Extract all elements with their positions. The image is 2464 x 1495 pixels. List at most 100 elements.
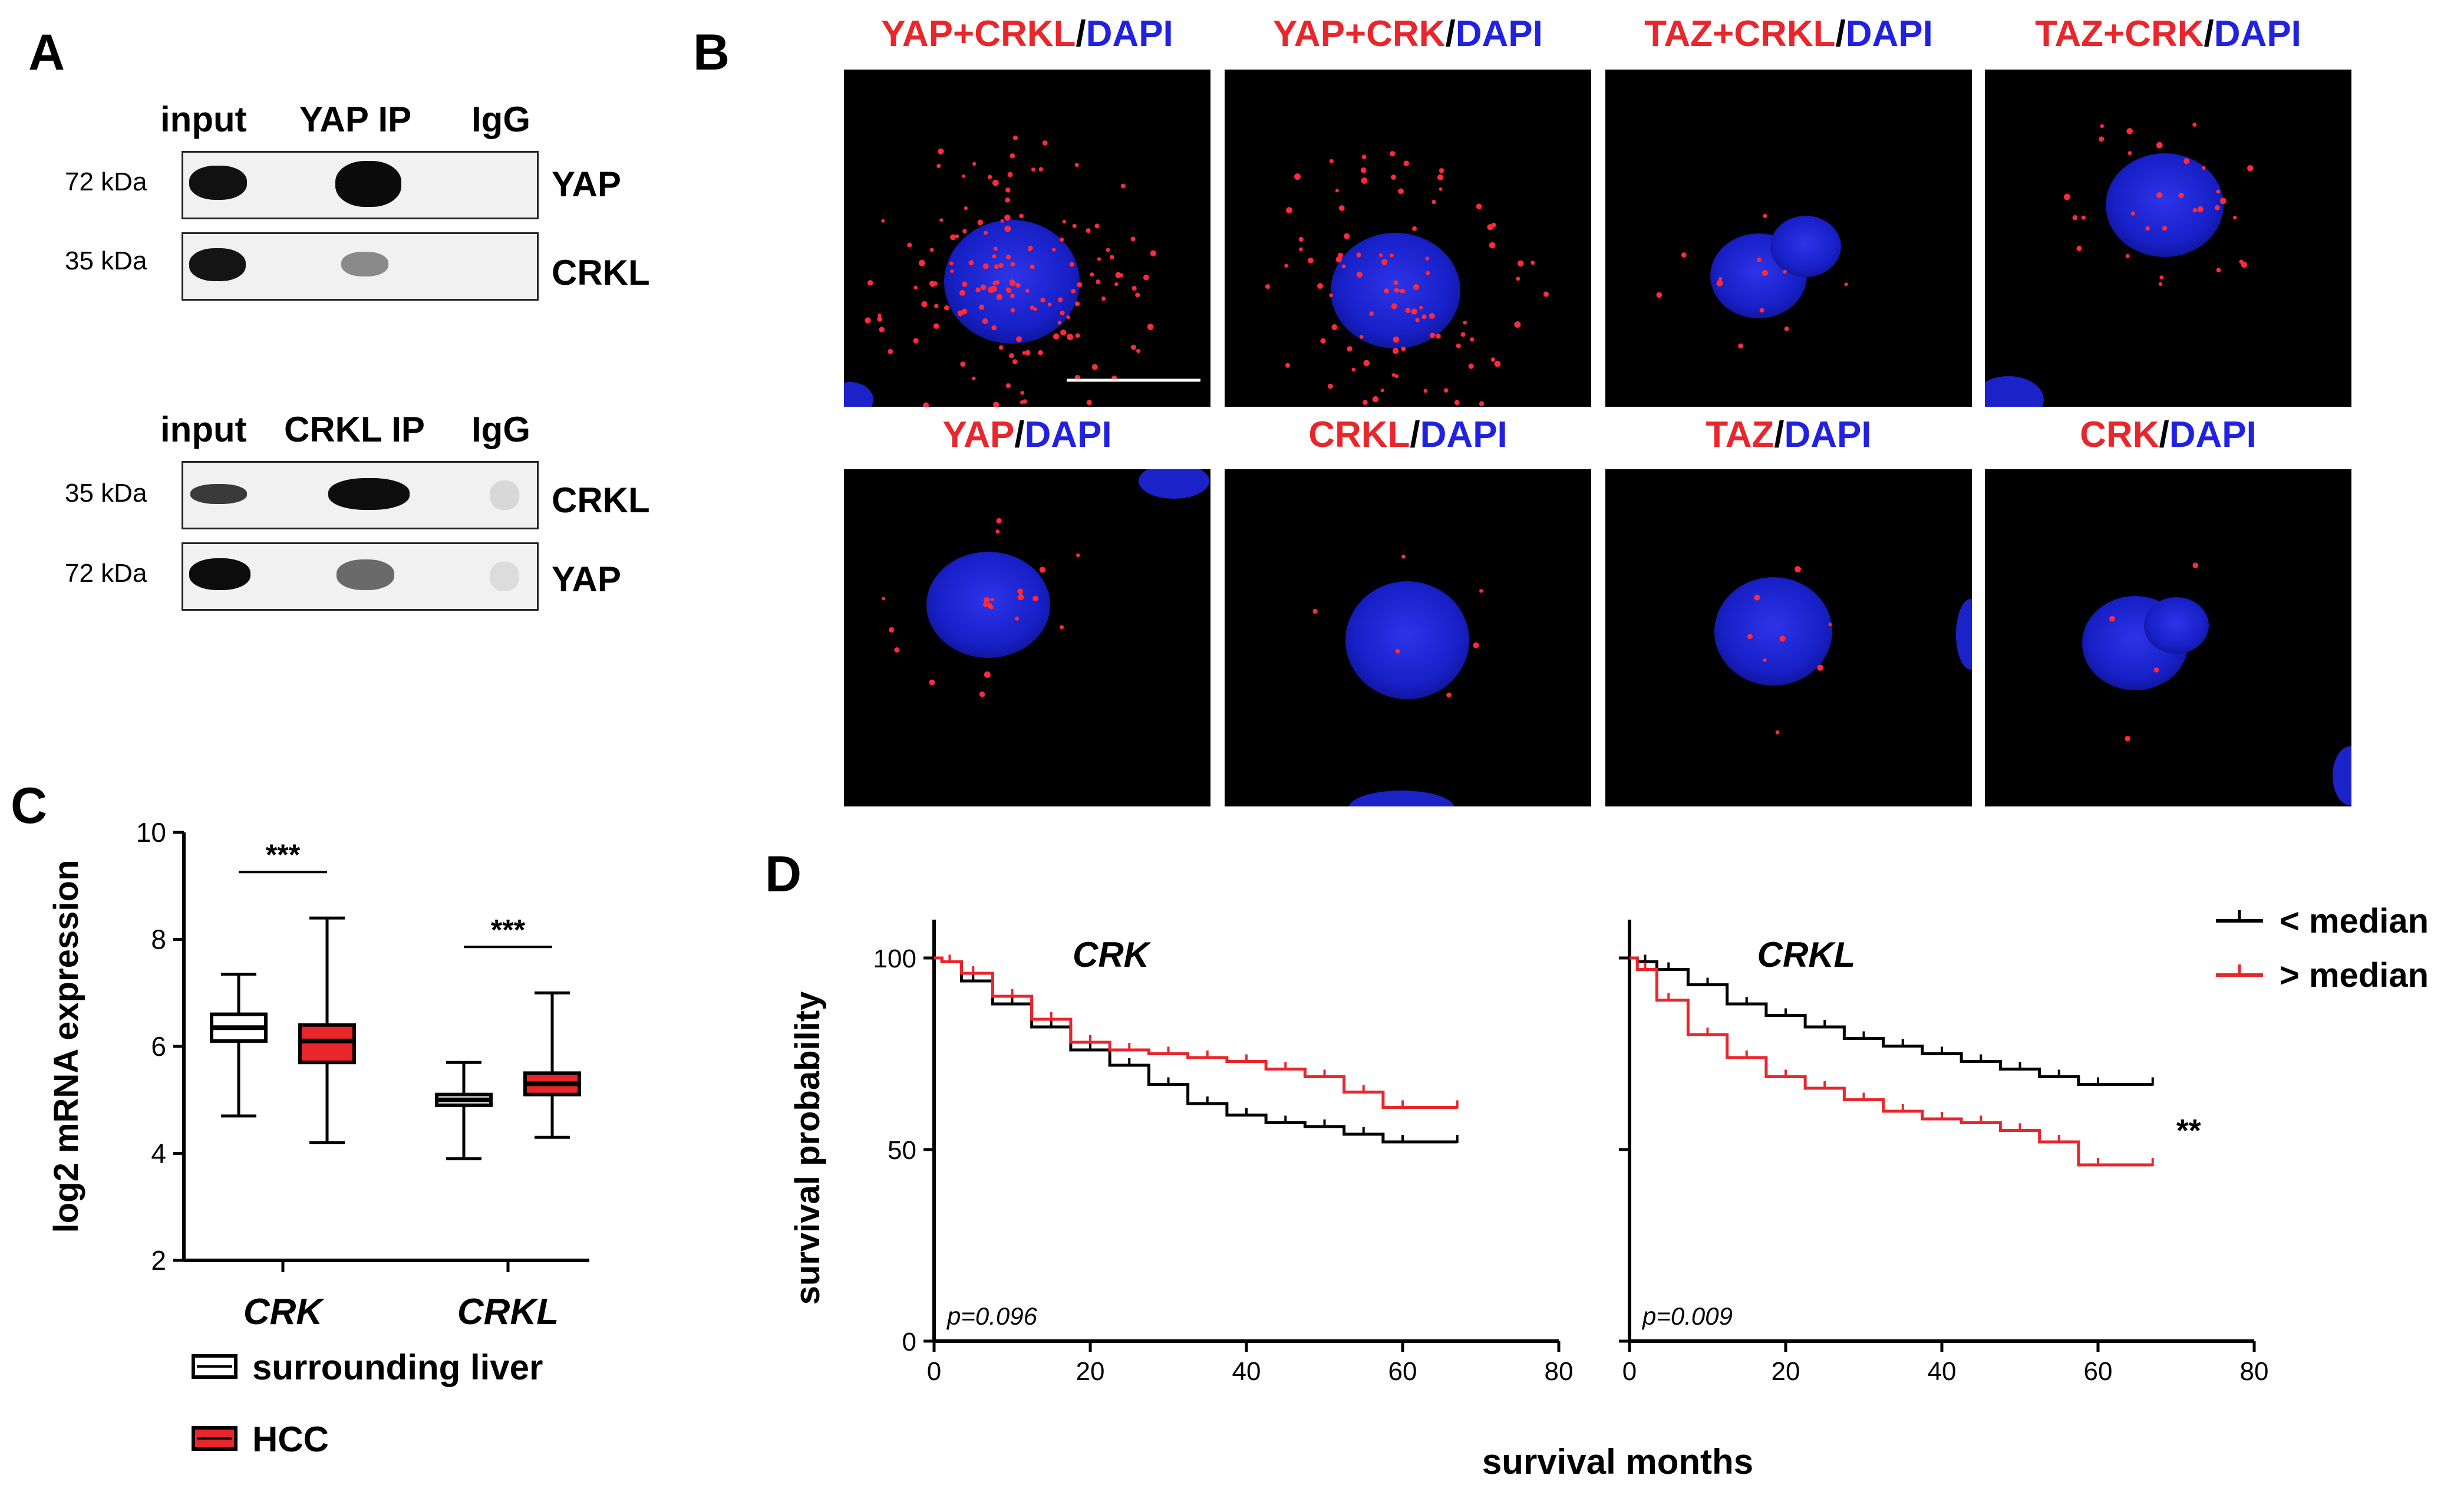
signal-dot — [1005, 287, 1010, 291]
signal-dot — [1077, 282, 1083, 288]
signal-dot — [2130, 211, 2135, 216]
signal-dot — [1074, 163, 1079, 167]
signal-dot — [1335, 256, 1342, 263]
signal-dot — [962, 281, 968, 287]
signal-dot — [1101, 296, 1106, 301]
signal-dot — [1335, 189, 1339, 193]
signal-dot — [882, 597, 885, 601]
signal-dot — [1072, 223, 1077, 228]
title-separator: / — [1774, 414, 1784, 455]
signal-dot — [1341, 264, 1346, 269]
legend-label: > median — [2280, 956, 2429, 995]
signal-dot — [2153, 667, 2159, 673]
nucleus — [2333, 746, 2351, 805]
signal-dot — [1135, 292, 1140, 298]
nucleus — [1714, 577, 1832, 686]
signal-dot — [975, 287, 981, 292]
x-tick-label: 40 — [1928, 1357, 1957, 1386]
signal-dot — [1479, 401, 1485, 407]
signal-dot — [1762, 269, 1768, 276]
lane-header-input: input — [160, 100, 247, 139]
title-blue-part: DAPI — [1784, 414, 1872, 455]
signal-dot — [1062, 219, 1066, 224]
panel-d-label: D — [765, 846, 802, 903]
signal-dot — [2197, 206, 2204, 213]
nucleus — [1770, 216, 1841, 277]
signal-dot — [1369, 311, 1374, 317]
signal-dot — [1518, 260, 1524, 267]
survival-curve — [934, 956, 1457, 1109]
signal-dot — [1356, 271, 1363, 278]
title-separator: / — [1076, 14, 1086, 54]
subplot-title: CRK — [1073, 935, 1152, 974]
signal-dot — [993, 401, 1000, 407]
signal-dot — [959, 289, 965, 296]
signal-dot — [1381, 259, 1388, 265]
title-blue-part: DAPI — [1086, 14, 1173, 54]
y-tick-label: 2 — [151, 1245, 166, 1276]
lane-header-igg: IgG — [471, 100, 530, 139]
signal-dot — [995, 529, 1000, 534]
signal-dot — [1463, 320, 1467, 325]
signal-dot — [2072, 215, 2078, 220]
legend-label: < median — [2280, 902, 2429, 940]
signal-dot — [889, 627, 895, 633]
nucleus — [1348, 791, 1454, 806]
signal-dot — [1005, 187, 1011, 193]
signal-dot — [1130, 236, 1136, 242]
nucleus — [844, 382, 873, 407]
signal-dot — [1437, 174, 1444, 180]
signal-dot — [1426, 271, 1430, 275]
signal-dot — [1086, 228, 1091, 233]
signal-dot — [1016, 336, 1022, 343]
signal-dot — [1020, 390, 1025, 395]
survival-curve — [934, 956, 1457, 1144]
x-tick-label: CRK — [243, 1292, 325, 1332]
title-separator: / — [1445, 14, 1456, 54]
signal-dot — [1015, 616, 1019, 621]
signal-dot — [1390, 151, 1396, 157]
signal-dot — [2241, 261, 2248, 268]
signal-dot — [1017, 588, 1024, 595]
signal-dot — [1114, 282, 1119, 287]
significance-label: *** — [266, 838, 301, 871]
x-axis-label: survival months — [1482, 1442, 1753, 1481]
signal-dot — [1031, 167, 1035, 172]
y-axis-label: log2 mRNA expression — [47, 860, 85, 1233]
signal-dot — [1392, 348, 1399, 354]
signal-dot — [1380, 388, 1384, 393]
micrograph-title: TAZ+CRKL/DAPI — [1582, 13, 1995, 55]
signal-dot — [979, 691, 985, 697]
signal-dot — [1430, 332, 1436, 338]
signal-dot — [1411, 308, 1417, 315]
signal-dot — [991, 285, 997, 292]
signal-dot — [1320, 338, 1326, 344]
signal-dot — [1147, 324, 1154, 330]
signal-dot — [972, 376, 976, 381]
x-tick-label: 60 — [2084, 1357, 2113, 1386]
signal-dot — [1439, 187, 1443, 191]
protein-label: YAP — [552, 164, 621, 204]
y-tick-label: 6 — [151, 1031, 166, 1062]
box-plot: 2 4 6 8 10 log2 mRNA expression CRK *** CRKL *** s… — [47, 817, 589, 1459]
signal-dot — [1754, 594, 1760, 601]
signal-dot — [934, 304, 939, 308]
blot-strip-yap — [182, 542, 539, 611]
kda-label: 72 kDa — [65, 167, 147, 196]
signal-dot — [1391, 303, 1397, 309]
signal-dot — [1009, 279, 1015, 285]
signal-dot — [944, 305, 949, 311]
signal-dot — [929, 248, 934, 252]
signal-dot — [1775, 730, 1780, 735]
signal-dot — [987, 174, 992, 179]
signal-dot — [1351, 367, 1355, 372]
signal-dot — [1115, 272, 1122, 278]
micrograph-title: CRKL/DAPI — [1201, 414, 1615, 456]
micrograph-title: CRK/DAPI — [1961, 414, 2375, 456]
micrograph-title: TAZ+CRK/DAPI — [1961, 13, 2375, 55]
signal-dot — [2214, 205, 2220, 210]
signal-dot — [1783, 269, 1787, 274]
signal-dot — [1010, 308, 1015, 313]
title-blue-part: DAPI — [1024, 414, 1112, 455]
signal-dot — [983, 602, 988, 607]
